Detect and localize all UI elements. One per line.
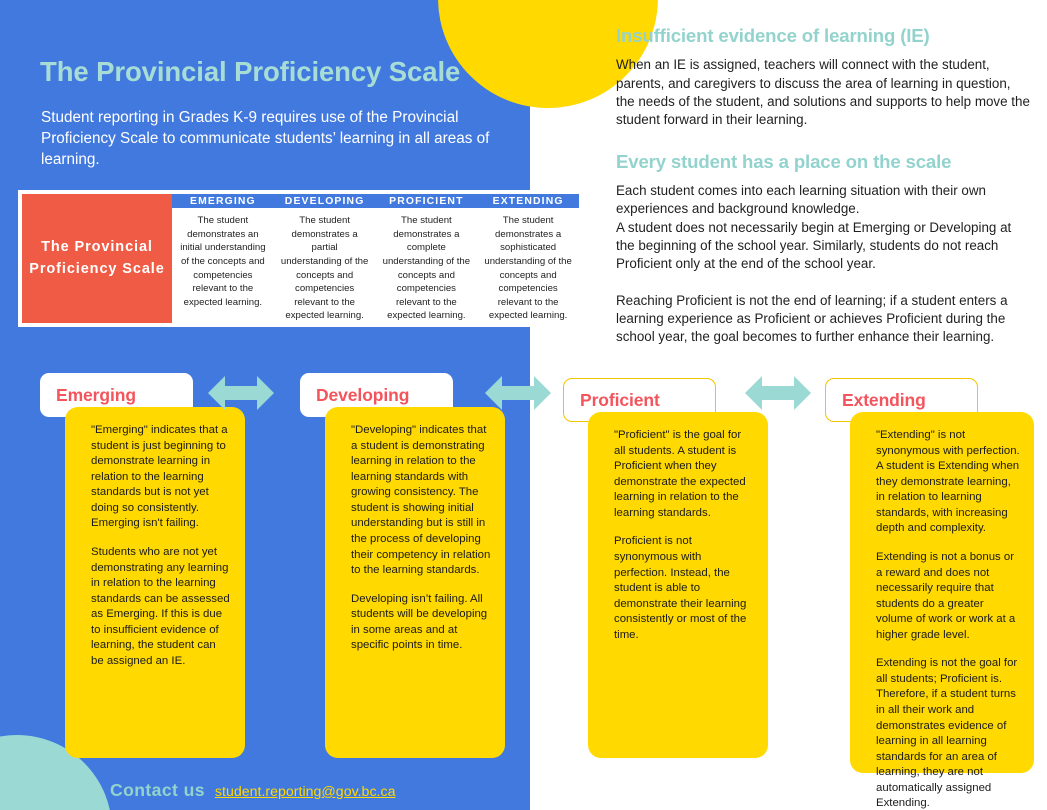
level-card-emerging[interactable]: Emerging "Emerging" indicates that a stu… — [40, 373, 245, 758]
level-body-proficient: "Proficient" is the goal for all student… — [588, 412, 768, 758]
level-paragraph: Students who are not yet demonstrating a… — [91, 545, 230, 667]
level-paragraph: "Emerging" indicates that a student is j… — [91, 424, 228, 530]
scale-table-columns: EMERGING DEVELOPING PROFICIENT EXTENDING… — [172, 194, 579, 323]
level-body-developing: "Developing" indicates that a student is… — [325, 407, 505, 758]
level-title-proficient: Proficient — [580, 389, 660, 410]
scale-cell-developing: The student demonstrates a partial under… — [280, 215, 369, 322]
level-title-developing: Developing — [316, 384, 410, 405]
level-paragraph: Extending is not a bonus or a reward and… — [876, 550, 1016, 641]
level-paragraph: Developing isn’t failing. All students w… — [351, 592, 488, 652]
level-title-emerging: Emerging — [56, 384, 136, 405]
scale-table-header-row: EMERGING DEVELOPING PROFICIENT EXTENDING — [172, 194, 579, 209]
level-paragraph: "Proficient" is the goal for all student… — [614, 429, 746, 519]
page-title: The Provincial Proficiency Scale — [40, 56, 461, 87]
page-subtitle: Student reporting in Grades K-9 requires… — [41, 109, 490, 169]
contact-email-link[interactable]: student.reporting@gov.bc.ca — [214, 784, 396, 800]
scale-header-emerging: EMERGING — [189, 195, 256, 207]
scale-table-body-row: The student demonstrates an initial unde… — [172, 208, 579, 323]
scale-header-developing: DEVELOPING — [284, 195, 365, 207]
scale-header-proficient: PROFICIENT — [389, 195, 464, 207]
level-body-extending: "Extending" is not synonymous with perfe… — [850, 412, 1034, 809]
level-paragraph: Proficient is not synonymous with perfec… — [614, 535, 747, 641]
body-every-student-place-1: Each student comes into each learning si… — [616, 182, 1012, 272]
heading-every-student-place: Every student has a place on the scale — [616, 150, 952, 172]
scale-cell-proficient: The student demonstrates a complete unde… — [382, 215, 471, 322]
arrow-proficient-extending — [745, 376, 811, 410]
level-title-extending: Extending — [842, 389, 926, 410]
arrow-emerging-developing — [208, 376, 274, 410]
scale-cell-emerging: The student demonstrates an initial unde… — [180, 215, 266, 308]
heading-insufficient-evidence: Insufficient evidence of learning (IE) — [616, 25, 930, 46]
scale-header-extending: EXTENDING — [492, 195, 564, 207]
level-paragraph: "Extending" is not synonymous with perfe… — [876, 429, 1020, 535]
contact-label: Contact us — [110, 780, 205, 800]
scale-table-label: The Provincial Proficiency Scale — [22, 194, 172, 323]
scale-cell-extending: The student demonstrates a sophisticated… — [484, 215, 572, 322]
body-insufficient-evidence: When an IE is assigned, teachers will co… — [616, 57, 1030, 128]
contact-section: Contact us student.reporting@gov.bc.ca — [110, 780, 395, 801]
right-column: Insufficient evidence of learning (IE) W… — [616, 24, 1031, 347]
level-card-developing[interactable]: Developing "Developing" indicates that a… — [300, 373, 505, 758]
body-every-student-place-2: Reaching Proficient is not the end of le… — [616, 292, 1008, 345]
proficiency-scale-table: The Provincial Proficiency Scale EMERGIN… — [18, 190, 583, 327]
level-paragraph: Extending is not the goal for all studen… — [876, 657, 1018, 810]
level-paragraph: "Developing" indicates that a student is… — [351, 424, 491, 577]
level-card-extending[interactable]: Extending "Extending" is not synonymous … — [825, 378, 1034, 809]
level-body-emerging: "Emerging" indicates that a student is j… — [65, 407, 245, 758]
level-card-proficient[interactable]: Proficient "Proficient" is the goal for … — [563, 378, 768, 758]
arrow-developing-proficient — [485, 376, 551, 410]
